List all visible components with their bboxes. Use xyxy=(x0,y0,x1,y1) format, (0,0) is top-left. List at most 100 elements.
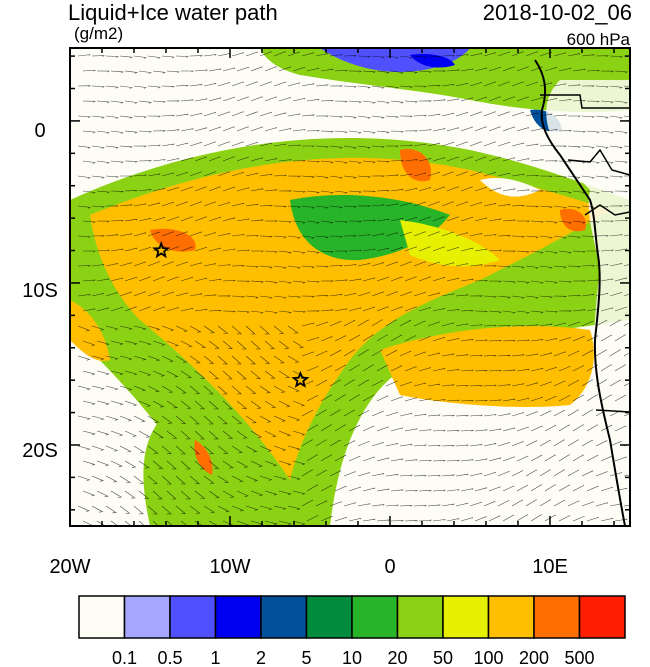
wind-barb xyxy=(609,292,623,297)
wind-barb xyxy=(175,415,187,424)
wind-barb xyxy=(600,486,613,492)
wind-barb xyxy=(203,111,217,117)
wind-barb xyxy=(208,460,220,469)
colorbar-label: 100 xyxy=(473,648,503,667)
wind-barb xyxy=(306,454,318,462)
wind-barb xyxy=(77,235,92,238)
wind-barb xyxy=(418,100,432,103)
wind-barb xyxy=(301,265,315,269)
wind-barb xyxy=(544,310,559,313)
colorbar-swatch xyxy=(214,595,262,639)
wind-barb xyxy=(110,520,119,526)
wind-barb xyxy=(413,85,428,88)
colorbar xyxy=(78,595,626,639)
wind-barb xyxy=(133,415,146,423)
wind-barb xyxy=(502,369,516,372)
wind-barb xyxy=(343,264,357,267)
wind-barb xyxy=(530,310,544,314)
colorbar-label: 0.5 xyxy=(157,648,182,667)
wind-barb xyxy=(362,334,374,342)
wind-barb xyxy=(511,265,525,269)
wind-barb xyxy=(91,85,106,88)
wind-barb xyxy=(460,369,475,372)
wind-barb xyxy=(376,457,390,462)
wind-barb xyxy=(133,505,144,515)
wind-barb xyxy=(306,220,320,224)
wind-barb xyxy=(432,429,446,432)
wind-barb xyxy=(385,145,399,148)
wind-barb xyxy=(530,484,543,492)
wind-barb xyxy=(334,279,348,282)
wind-barb xyxy=(460,126,473,132)
wind-barb xyxy=(418,129,432,132)
wind-barb xyxy=(567,350,580,357)
wind-barb xyxy=(133,174,147,177)
wind-barb xyxy=(441,293,455,297)
wind-barb xyxy=(96,370,110,375)
wind-barb xyxy=(488,369,502,372)
wind-barb xyxy=(455,444,469,447)
wind-barb xyxy=(483,355,497,357)
wind-barb xyxy=(432,519,446,522)
wind-barb xyxy=(418,398,432,402)
wind-barb xyxy=(329,439,342,447)
wind-barb xyxy=(516,514,528,522)
wind-barb xyxy=(399,115,414,118)
wind-barb xyxy=(455,54,469,57)
wind-barb xyxy=(502,126,515,132)
wind-barb xyxy=(581,85,595,88)
wind-barb xyxy=(614,277,628,282)
wind-barb xyxy=(91,145,105,149)
wind-barb xyxy=(222,370,233,380)
wind-barb xyxy=(320,130,334,133)
wind-barb xyxy=(133,232,147,237)
wind-barb xyxy=(455,263,469,267)
wind-barb xyxy=(222,126,235,132)
wind-barb xyxy=(315,295,329,297)
wind-barb xyxy=(259,415,272,423)
wind-barb xyxy=(609,472,623,477)
wind-barb xyxy=(189,171,202,177)
country-border xyxy=(567,148,630,176)
wind-barb xyxy=(138,100,152,104)
wind-barb xyxy=(259,325,270,335)
wind-barb xyxy=(413,261,426,267)
wind-barb xyxy=(362,70,377,74)
wind-barb xyxy=(572,220,586,224)
wind-barb xyxy=(600,70,615,73)
wind-barb xyxy=(222,340,234,349)
wind-barb xyxy=(175,325,188,332)
wind-barb xyxy=(502,485,515,492)
wind-barb xyxy=(251,250,264,253)
colorbar-swatch xyxy=(533,595,581,639)
wind-barb xyxy=(105,292,119,297)
wind-barb xyxy=(385,349,398,357)
wind-barb xyxy=(418,459,432,462)
wind-barb xyxy=(245,172,259,177)
wind-barb xyxy=(152,276,165,282)
wind-barbs xyxy=(77,51,630,526)
wind-barb xyxy=(348,307,362,312)
wind-barb xyxy=(217,505,230,513)
wind-barb xyxy=(362,487,376,492)
wind-barb xyxy=(539,439,552,447)
wind-barb xyxy=(320,309,334,312)
wind-barb xyxy=(553,205,567,209)
wind-barb xyxy=(189,355,201,364)
wind-barb xyxy=(320,515,333,522)
wind-barb xyxy=(385,504,399,507)
wind-barb xyxy=(231,505,245,512)
wind-barb xyxy=(161,291,174,297)
wind-barb xyxy=(572,130,587,133)
wind-barb xyxy=(348,394,360,402)
wind-barb xyxy=(181,70,194,73)
wind-barb xyxy=(119,145,134,149)
wind-barb xyxy=(432,368,446,372)
wind-barb xyxy=(525,499,537,507)
map-title: Liquid+Ice water path xyxy=(68,0,278,25)
wind-barb xyxy=(502,219,517,222)
wind-barb xyxy=(376,100,390,104)
wind-barb xyxy=(441,201,454,207)
wind-barb xyxy=(82,340,96,346)
wind-barb xyxy=(161,143,175,147)
